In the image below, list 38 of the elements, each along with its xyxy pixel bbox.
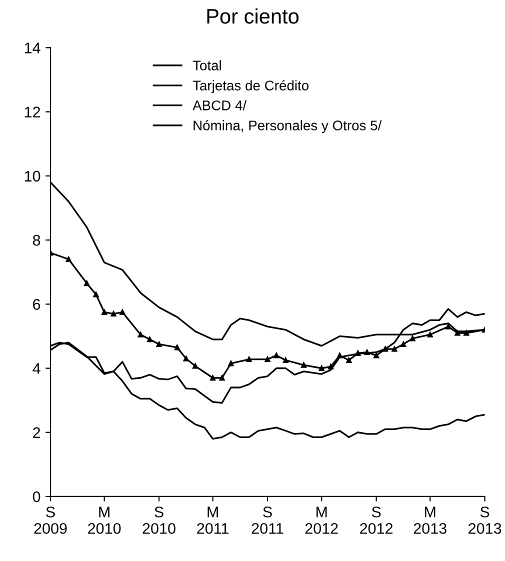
y-tick-label: 12 xyxy=(24,106,40,118)
point xyxy=(374,352,380,358)
point xyxy=(346,357,352,364)
point xyxy=(400,341,406,347)
x-tick-label: S 2013 xyxy=(468,506,502,534)
x-tick-label: S 2010 xyxy=(142,506,176,534)
legend-label: Nómina, Personales y Otros 5/ xyxy=(194,120,382,134)
point xyxy=(66,256,72,262)
legend-label: Tarjetas de Crédito xyxy=(192,80,309,94)
y-tick-label: 6 xyxy=(33,299,40,310)
legend-label: Total xyxy=(192,60,221,70)
x-tick-label: S 2011 xyxy=(252,506,284,534)
legend-label: ABCD 4/ xyxy=(192,100,247,110)
point xyxy=(318,365,324,372)
point xyxy=(120,309,126,315)
x-tick-label: M 2011 xyxy=(197,506,228,534)
point xyxy=(156,341,162,347)
x-tick-label: M 2010 xyxy=(88,506,121,534)
point xyxy=(445,324,452,330)
y-tick-label: 10 xyxy=(24,170,40,182)
point xyxy=(102,309,108,315)
point xyxy=(138,332,144,338)
x-tick-label: S 2012 xyxy=(360,506,393,534)
y-tick-label: 8 xyxy=(32,234,40,246)
point xyxy=(183,356,189,362)
point xyxy=(410,336,416,342)
point xyxy=(110,310,116,317)
point xyxy=(427,332,433,338)
y-tick-label: 0 xyxy=(32,491,40,502)
y-tick-label: 2 xyxy=(33,427,40,438)
y-tick-label: 14 xyxy=(24,42,40,54)
chart-title: Por ciento xyxy=(207,8,299,24)
x-tick-label: M 2012 xyxy=(305,506,338,534)
point xyxy=(328,364,334,370)
point xyxy=(282,357,288,364)
x-tick-label: S 2009 xyxy=(34,506,67,534)
y-tick-label: 4 xyxy=(32,363,40,374)
x-tick-label: M 2013 xyxy=(414,506,446,534)
